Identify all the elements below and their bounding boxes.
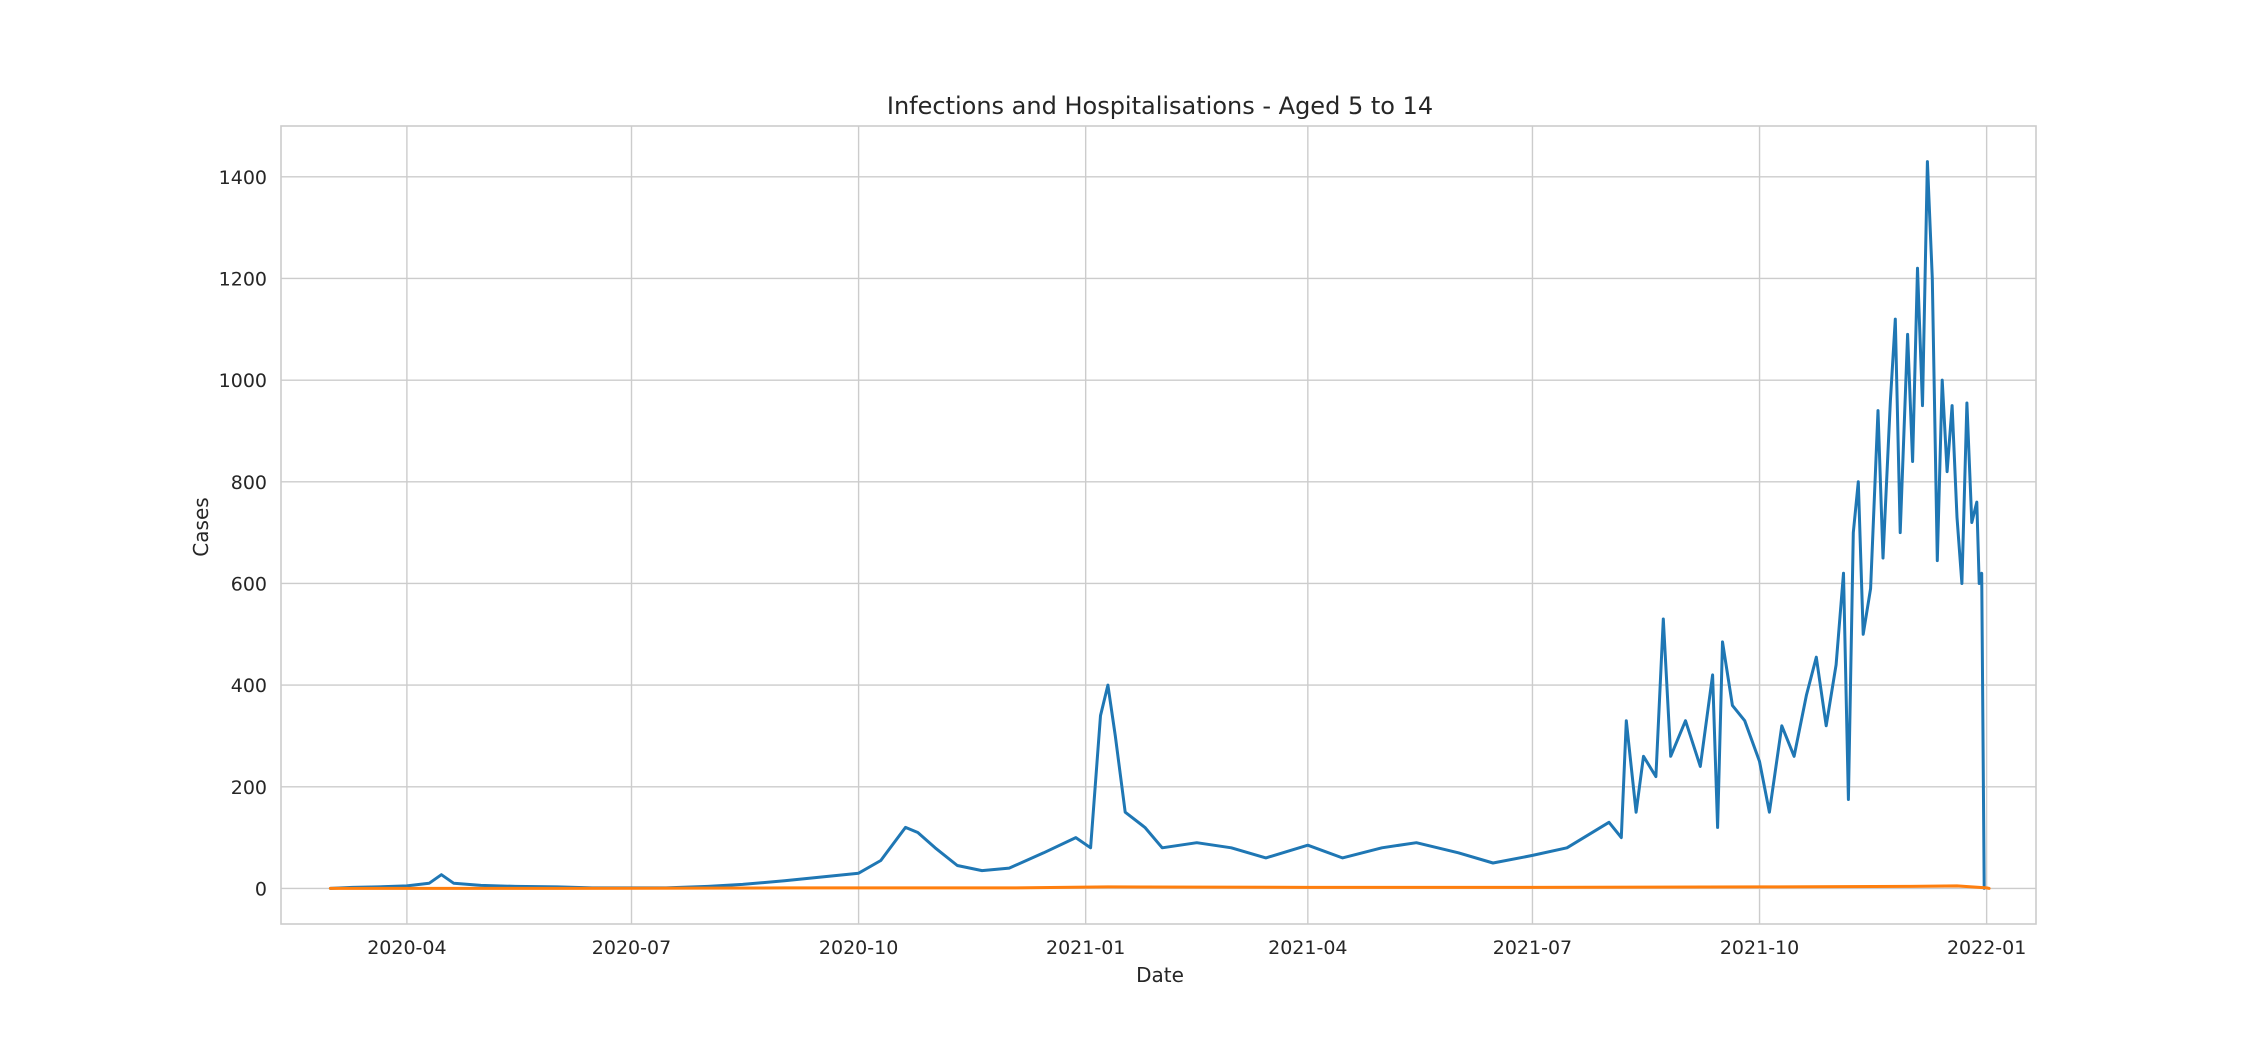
tick-labels: 2020-04 2020-07 2020-10 2021-01 2021-04 2021-… (219, 167, 2027, 959)
grid-lines (281, 126, 2036, 924)
plot-area (280, 125, 2037, 925)
series-line-2 (328, 884, 1991, 890)
x-axis-label: Date (1136, 963, 1184, 987)
x-tick-label: 2021-01 (1046, 937, 1125, 959)
y-tick-label: 1200 (219, 268, 267, 290)
y-tick-label: 200 (231, 777, 267, 799)
x-tick-label: 2020-07 (592, 937, 671, 959)
y-tick-label: 1000 (219, 370, 267, 392)
x-tick-label: 2021-10 (1720, 937, 1799, 959)
y-tick-label: 1400 (219, 167, 267, 189)
y-tick-label: 800 (231, 472, 267, 494)
series-lines (328, 160, 1991, 890)
x-tick-label: 2020-10 (819, 937, 898, 959)
x-tick-label: 2021-04 (1268, 937, 1347, 959)
x-tick-label: 2020-04 (367, 937, 446, 959)
y-tick-label: 600 (231, 573, 267, 595)
y-tick-label: 400 (231, 675, 267, 697)
x-tick-label: 2022-01 (1947, 937, 2026, 959)
y-axis-label: Cases (189, 497, 213, 556)
chart-title: Infections and Hospitalisations - Aged 5… (887, 92, 1433, 120)
y-tick-label: 0 (255, 878, 267, 900)
series-line-1 (328, 160, 1986, 890)
x-tick-label: 2021-07 (1493, 937, 1572, 959)
